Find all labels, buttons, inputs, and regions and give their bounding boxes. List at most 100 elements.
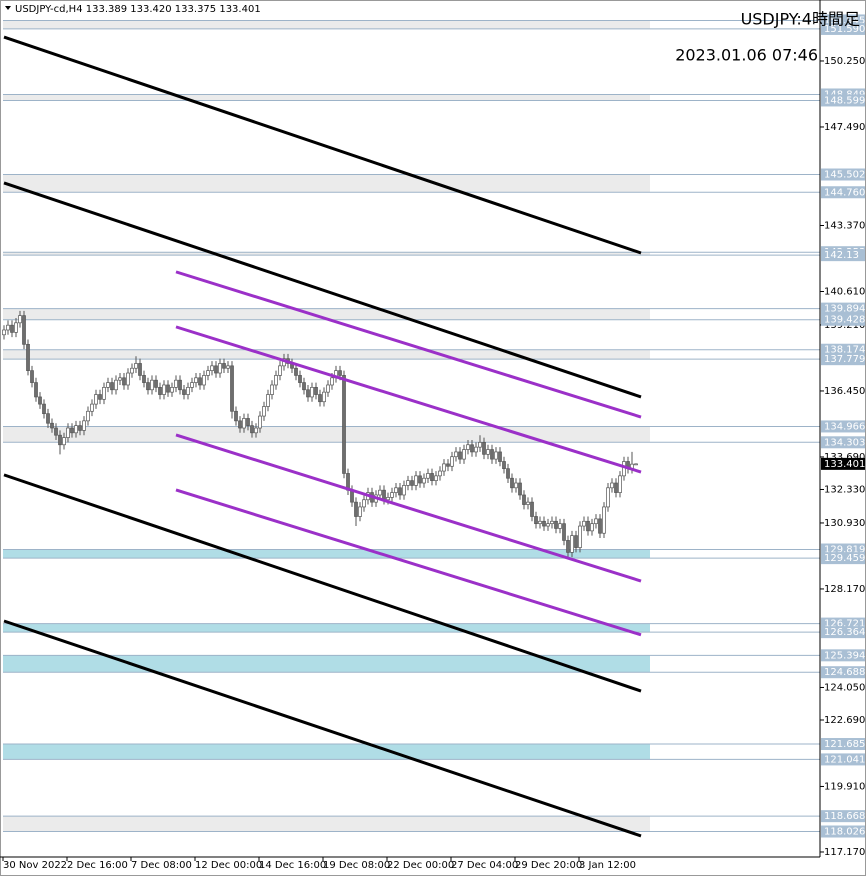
zone <box>3 816 650 832</box>
candle-body <box>442 463 446 472</box>
candle-body <box>586 520 590 532</box>
candle-body <box>294 367 298 376</box>
candle-body <box>238 420 242 429</box>
axis-labels: 150.250147.490143.370140.610139.210136.4… <box>2 14 865 871</box>
zone-label: 142.13 <box>824 250 859 261</box>
zone-label-bg <box>821 649 865 662</box>
candle-body <box>42 403 46 415</box>
candle-body <box>362 499 366 508</box>
candle-body <box>234 410 238 422</box>
candle-body <box>194 377 198 383</box>
trendline <box>175 270 642 419</box>
candle-body <box>202 375 206 386</box>
zone <box>3 174 650 193</box>
zone-label-bg <box>821 343 865 356</box>
candle-body <box>230 365 234 412</box>
candle-body <box>62 437 66 446</box>
candle-body <box>110 382 114 391</box>
chart-title: USDJPY:4時間足 <box>741 10 860 29</box>
candle-body <box>426 473 430 479</box>
candle-body <box>154 379 158 388</box>
candle-body <box>198 377 202 386</box>
candle-body <box>94 394 98 405</box>
candle-body <box>610 482 614 489</box>
x-tick-label: 22 Dec 00:00 <box>387 860 454 871</box>
candle-body <box>478 442 482 448</box>
candle-body <box>598 518 602 534</box>
header: USDJPY-cd,H4 133.389 133.420 133.375 133… <box>15 4 261 15</box>
menu-arrow[interactable] <box>5 6 11 10</box>
x-tick-label: 30 Nov 2022 <box>3 860 67 871</box>
candle-body <box>142 375 146 383</box>
candle-body <box>582 520 586 527</box>
x-tick-label: 2 Dec 16:00 <box>67 860 128 871</box>
zone-label: 129.819 <box>824 545 865 556</box>
candle-body <box>590 523 594 532</box>
zone-label-bg <box>821 94 865 107</box>
zone-label-bg <box>821 810 865 823</box>
candle-body <box>166 384 170 393</box>
candle-body <box>18 315 22 324</box>
candle-body <box>526 501 530 505</box>
y-tick-label: 119.910 <box>824 781 865 792</box>
candle-body <box>182 389 186 395</box>
candle-body <box>58 434 62 446</box>
price-label: 133.401 <box>824 459 865 470</box>
candle-body <box>422 477 426 484</box>
candle-body <box>138 363 142 376</box>
candle-body <box>162 384 166 395</box>
zone-label-bg <box>821 14 865 27</box>
x-tick-label: 27 Dec 04:00 <box>451 860 518 871</box>
candle-body <box>530 501 534 517</box>
zone-label: 118.668 <box>824 811 865 822</box>
candle-body <box>78 425 82 431</box>
price-label-bg <box>821 457 865 470</box>
candle-body <box>614 482 618 493</box>
candle-body <box>214 365 218 374</box>
candle-body <box>466 444 470 450</box>
candle-body <box>2 329 6 336</box>
zone-label-bg <box>821 168 865 181</box>
trendline <box>3 619 642 838</box>
candle-body <box>158 387 162 395</box>
candle-body <box>634 463 638 466</box>
y-tick-label: 128.170 <box>824 584 865 595</box>
zone-label: 145.502 <box>824 170 865 181</box>
candle-body <box>470 444 474 453</box>
candle-body <box>54 427 58 436</box>
zone-label: 134.966 <box>824 421 865 432</box>
candle-body <box>70 427 74 434</box>
candle-body <box>86 410 90 422</box>
candle-body <box>66 427 70 438</box>
candle-body <box>322 391 326 403</box>
zone <box>3 20 650 29</box>
candle-body <box>246 418 250 426</box>
zone-label: 125.394 <box>824 650 865 661</box>
candle-body <box>550 520 554 525</box>
candle-body <box>498 451 502 462</box>
candle-body <box>538 520 542 525</box>
candle-body <box>418 475 422 484</box>
zone-label-bg <box>821 313 865 326</box>
candle-body <box>310 387 314 398</box>
candle-body <box>398 487 402 496</box>
candle-body <box>566 540 570 553</box>
candle-body <box>206 370 210 376</box>
candle-body <box>30 370 34 383</box>
candle-body <box>122 377 126 386</box>
zone-label: 137.779 <box>824 354 865 365</box>
candle-body <box>506 468 510 479</box>
zone <box>3 94 650 101</box>
candle-body <box>266 394 270 407</box>
candle-body <box>6 324 10 331</box>
candle-body <box>342 375 346 474</box>
candle-body <box>554 520 558 529</box>
candle-body <box>386 497 390 501</box>
zone-label: 126.721 <box>824 619 865 630</box>
candle-body <box>146 382 150 391</box>
y-tick-label: 136.450 <box>824 386 865 397</box>
zone-label-bg <box>821 666 865 679</box>
candle-body <box>406 480 410 486</box>
candle-body <box>462 449 466 460</box>
zone-label: 118.026 <box>824 827 865 838</box>
